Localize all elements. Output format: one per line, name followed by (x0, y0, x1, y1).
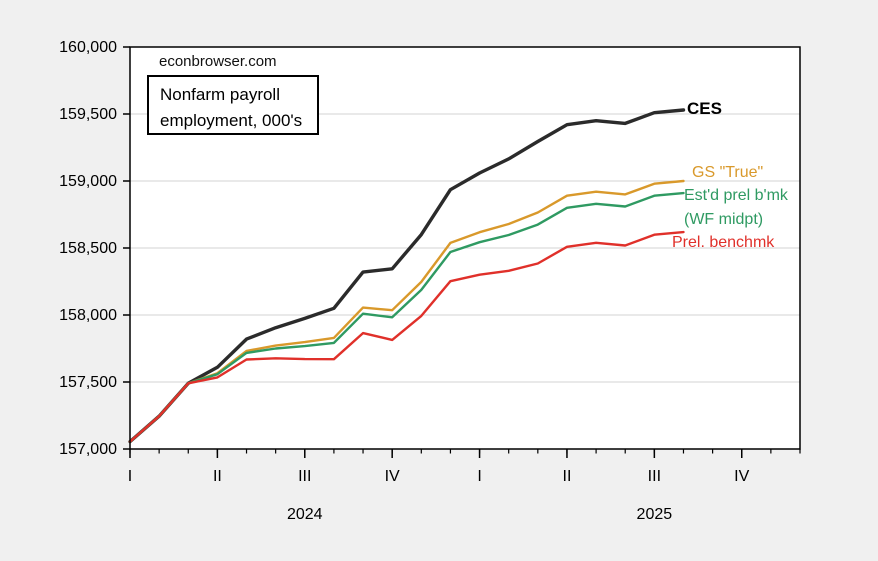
y-axis-tick-label: 157,000 (59, 441, 117, 458)
x-axis-quarter-label: III (648, 468, 661, 485)
x-axis-quarter-label: II (563, 468, 572, 485)
x-axis-quarter-label: IV (385, 468, 400, 485)
note-line-2: employment, 000's (160, 111, 303, 130)
series-label-wf-midpoint-line1: Est'd prel b'mk (684, 187, 788, 204)
plot-border (129, 46, 801, 450)
y-axis-tick-label: 159,500 (59, 106, 117, 123)
x-axis-quarter-label: II (213, 468, 222, 485)
series-line-ces (128, 108, 686, 444)
note-line-1: Nonfarm payroll (160, 85, 280, 104)
chart-note-box: Nonfarm payroll employment, 000's (147, 75, 319, 135)
x-axis-quarter-label: I (477, 468, 481, 485)
series-label-gs-true: GS "True" (692, 164, 764, 181)
x-axis-quarter-label: III (298, 468, 311, 485)
y-axis-tick-label: 160,000 (59, 39, 117, 56)
x-axis-quarter-label: IV (734, 468, 749, 485)
y-axis-tick-label: 157,500 (59, 374, 117, 391)
series-label-prelim-benchmark: Prel. benchmk (672, 234, 775, 251)
series-line-wf-midpoint (128, 191, 685, 443)
x-axis-quarter-label: I (128, 468, 132, 485)
watermark-econbrowser: econbrowser.com (159, 53, 277, 70)
series-label-ces: CES (687, 99, 722, 118)
x-axis-year-label: 2024 (287, 506, 323, 523)
series-label-wf-midpoint-line2: (WF midpt) (684, 211, 764, 228)
y-axis-tick-label: 158,500 (59, 240, 117, 257)
x-axis-year-label: 2025 (637, 506, 673, 523)
y-axis-tick-label: 159,000 (59, 173, 117, 190)
y-axis-tick-label: 158,000 (59, 307, 117, 324)
series-line-prelim-benchmark (128, 230, 685, 443)
